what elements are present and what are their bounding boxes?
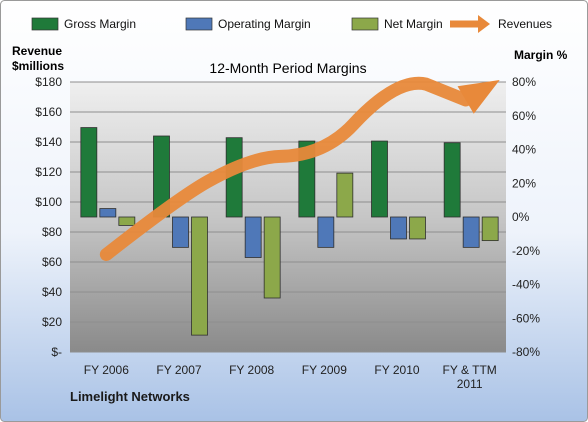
company-name: Limelight Networks — [70, 389, 190, 404]
bar-operating-margin-2 — [244, 216, 262, 258]
right-tick-label: 20% — [512, 176, 536, 190]
chart-title: 12-Month Period Margins — [209, 60, 366, 76]
x-axis-ticks: FY 2006 FY 2007 FY 2008 FY 2009 FY 2010 FY & … — [84, 363, 497, 391]
revenue-line — [99, 76, 473, 261]
x-tick-label: FY 2009 — [302, 363, 347, 377]
right-tick-label: -80% — [512, 345, 540, 359]
legend-swatch-gross-margin — [31, 17, 59, 31]
bar-operating-margin-1 — [172, 216, 189, 248]
right-tick-label: 40% — [512, 143, 536, 157]
legend-label-revenues: Revenues — [498, 17, 552, 31]
bar-net-margin-0 — [118, 216, 136, 226]
bar-gross-margin-4 — [371, 140, 388, 218]
revenue-arrow-head — [457, 80, 500, 114]
right-tick-label: -60% — [512, 311, 540, 325]
legend-arrow-revenues — [478, 15, 490, 33]
legend-swatch-operating-margin — [185, 17, 213, 31]
right-axis-title: Margin % — [514, 48, 568, 62]
legend: Gross Margin Operating Margin Net Margin Re… — [31, 15, 552, 33]
left-tick-label: $160 — [35, 105, 62, 119]
bar-net-margin-5 — [481, 216, 499, 242]
left-tick-label: $140 — [35, 135, 62, 149]
right-tick-label: -20% — [512, 244, 540, 258]
left-axis-ticks: $- $20 $40 $60 $80 $100 $120 $140 $160 $180 — [35, 75, 62, 359]
revenue-line-layer — [99, 76, 500, 261]
right-tick-label: 80% — [512, 75, 536, 89]
left-tick-label: $40 — [42, 285, 62, 299]
bar-operating-margin-5 — [462, 216, 480, 248]
left-tick-label: $100 — [35, 195, 62, 209]
right-tick-label: -40% — [512, 278, 540, 292]
x-tick-label: FY & TTM 2011 — [443, 363, 497, 391]
left-axis-title-line2: $millions — [12, 59, 64, 73]
bar-net-margin-2 — [263, 216, 281, 299]
left-axis-title-line1: Revenue — [12, 44, 62, 58]
left-tick-label: $- — [51, 345, 62, 359]
plot-area — [70, 82, 506, 352]
legend-label-gross-margin: Gross Margin — [64, 17, 136, 31]
left-tick-label: $80 — [42, 225, 62, 239]
left-tick-label: $60 — [42, 255, 62, 269]
legend-label-operating-margin: Operating Margin — [218, 17, 311, 31]
bar-net-margin-3 — [336, 172, 354, 218]
bar-gross-margin-0 — [80, 127, 98, 218]
x-tick-label: FY 2010 — [374, 363, 419, 377]
legend-swatch-net-margin — [351, 17, 379, 31]
x-tick-label: FY 2008 — [229, 363, 274, 377]
bar-operating-margin-4 — [390, 216, 407, 240]
bar-gross-margin-5 — [443, 142, 461, 218]
x-tick-label: FY 2007 — [156, 363, 201, 377]
left-tick-label: $120 — [35, 165, 62, 179]
right-tick-label: 60% — [512, 109, 536, 123]
bar-net-margin-4 — [409, 216, 426, 240]
bar-operating-margin-3 — [317, 216, 335, 248]
bar-operating-margin-0 — [99, 208, 117, 218]
legend-label-net-margin: Net Margin — [384, 17, 443, 31]
right-tick-label: 0% — [512, 210, 530, 224]
left-tick-label: $20 — [42, 315, 62, 329]
bar-net-margin-1 — [191, 216, 208, 336]
left-tick-label: $180 — [35, 75, 62, 89]
right-axis-ticks: -80% -60% -40% -20% 0% 20% 40% 60% 80% — [512, 75, 540, 359]
x-tick-label: FY 2006 — [84, 363, 129, 377]
